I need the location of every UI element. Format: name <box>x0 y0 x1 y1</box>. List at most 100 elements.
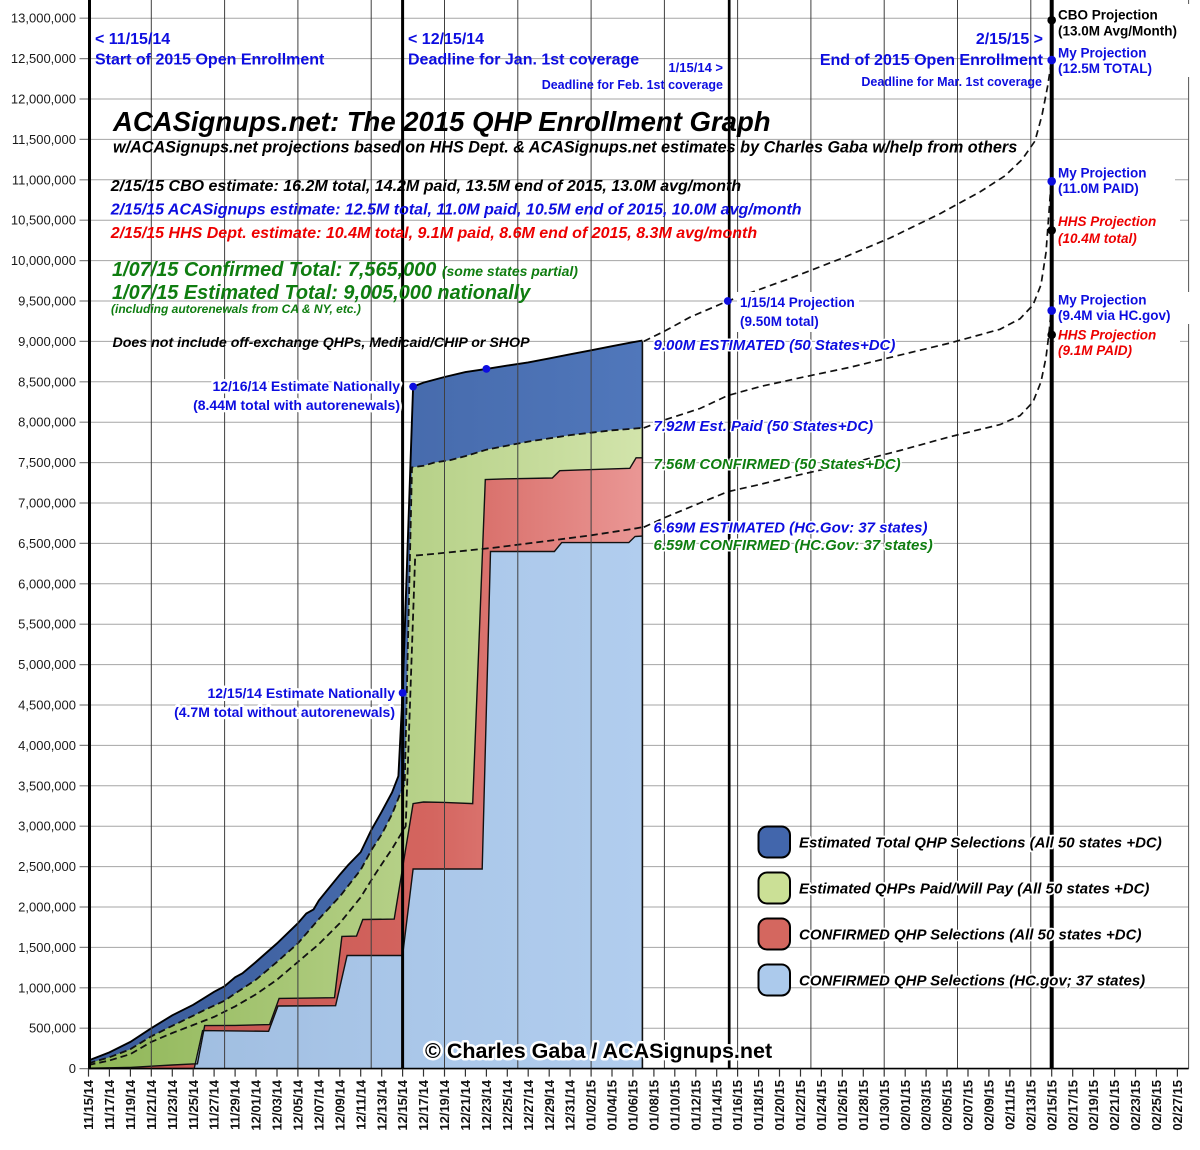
svg-text:12/11/14: 12/11/14 <box>353 1079 368 1130</box>
svg-text:01/16/15: 01/16/15 <box>730 1080 745 1131</box>
svg-text:1/07/15 Confirmed Total: 7,565: 1/07/15 Confirmed Total: 7,565,000 (some… <box>112 259 578 281</box>
svg-text:End of 2015 Open Enrollment: End of 2015 Open Enrollment <box>820 52 1044 69</box>
svg-text:500,000: 500,000 <box>29 1021 76 1036</box>
svg-text:02/15/15: 02/15/15 <box>1044 1080 1059 1131</box>
svg-text:2,500,000: 2,500,000 <box>18 859 76 874</box>
svg-text:12/01/14: 12/01/14 <box>249 1079 264 1130</box>
svg-text:01/06/15: 01/06/15 <box>626 1080 641 1131</box>
svg-text:12/15/14 Estimate Nationally: 12/15/14 Estimate Nationally <box>207 685 395 701</box>
svg-text:01/26/15: 01/26/15 <box>835 1080 850 1131</box>
svg-text:02/27/15: 02/27/15 <box>1170 1080 1185 1131</box>
svg-text:< 11/15/14: < 11/15/14 <box>95 31 170 48</box>
svg-text:02/13/15: 02/13/15 <box>1023 1080 1038 1131</box>
svg-text:2/15/15 >: 2/15/15 > <box>976 31 1043 48</box>
svg-text:01/02/15: 01/02/15 <box>584 1080 599 1131</box>
svg-text:8,500,000: 8,500,000 <box>18 374 76 389</box>
svg-text:(4.7M total without autorenewa: (4.7M total without autorenewals) <box>174 704 395 720</box>
svg-text:8,000,000: 8,000,000 <box>18 415 76 430</box>
svg-text:HHS Projection: HHS Projection <box>1058 214 1156 229</box>
svg-text:11/21/14: 11/21/14 <box>144 1079 159 1130</box>
svg-text:01/18/15: 01/18/15 <box>751 1080 766 1131</box>
svg-text:12/15/14: 12/15/14 <box>395 1079 410 1130</box>
svg-text:02/21/15: 02/21/15 <box>1107 1080 1122 1131</box>
svg-text:HHS Projection: HHS Projection <box>1058 328 1156 343</box>
svg-text:2/15/15 HHS Dept. estimate: 10: 2/15/15 HHS Dept. estimate: 10.4M total,… <box>110 225 758 242</box>
svg-text:1/15/14 Projection: 1/15/14 Projection <box>740 295 855 310</box>
svg-text:02/11/15: 02/11/15 <box>1003 1080 1018 1130</box>
svg-text:1,000,000: 1,000,000 <box>18 980 76 995</box>
svg-text:3,000,000: 3,000,000 <box>18 819 76 834</box>
svg-text:11/17/14: 11/17/14 <box>102 1079 117 1130</box>
svg-text:Deadline for Jan. 1st coverage: Deadline for Jan. 1st coverage <box>408 52 639 69</box>
svg-text:Does not include off-exchange: Does not include off-exchange QHPs, Medi… <box>113 335 531 351</box>
svg-text:7.92M Est. Paid (50 States+DC): 7.92M Est. Paid (50 States+DC) <box>654 418 874 435</box>
svg-text:(12.5M TOTAL): (12.5M TOTAL) <box>1058 61 1152 76</box>
svg-text:12/16/14 Estimate Nationally: 12/16/14 Estimate Nationally <box>212 378 400 394</box>
svg-text:12/29/14: 12/29/14 <box>542 1079 557 1130</box>
svg-text:0: 0 <box>69 1061 76 1076</box>
svg-text:6.59M CONFIRMED (HC.Gov: 37 st: 6.59M CONFIRMED (HC.Gov: 37 states) <box>654 537 933 554</box>
svg-text:02/17/15: 02/17/15 <box>1065 1080 1080 1131</box>
svg-text:(9.1M PAID): (9.1M PAID) <box>1058 343 1133 358</box>
svg-text:11/27/14: 11/27/14 <box>207 1079 222 1130</box>
svg-text:6.69M ESTIMATED (HC.Gov: 37 st: 6.69M ESTIMATED (HC.Gov: 37 states) <box>654 520 928 537</box>
svg-text:12/25/14: 12/25/14 <box>500 1079 515 1130</box>
svg-text:9,000,000: 9,000,000 <box>18 334 76 349</box>
svg-text:6,500,000: 6,500,000 <box>18 536 76 551</box>
svg-text:© Charles Gaba / ACASignups.ne: © Charles Gaba / ACASignups.net <box>425 1039 772 1063</box>
svg-text:Deadline for Mar. 1st coverage: Deadline for Mar. 1st coverage <box>861 75 1042 89</box>
svg-text:01/30/15: 01/30/15 <box>877 1080 892 1131</box>
svg-text:Deadline for Feb. 1st coverage: Deadline for Feb. 1st coverage <box>542 78 723 92</box>
svg-text:01/08/15: 01/08/15 <box>647 1080 662 1131</box>
svg-text:7,000,000: 7,000,000 <box>18 496 76 511</box>
svg-text:2,000,000: 2,000,000 <box>18 900 76 915</box>
svg-text:CONFIRMED QHP Selections (HC.g: CONFIRMED QHP Selections (HC.gov; 37 sta… <box>799 973 1145 990</box>
svg-text:9.00M ESTIMATED (50 States+DC): 9.00M ESTIMATED (50 States+DC) <box>654 337 896 354</box>
svg-text:(11.0M PAID): (11.0M PAID) <box>1058 181 1139 196</box>
svg-text:4,500,000: 4,500,000 <box>18 698 76 713</box>
svg-text:02/19/15: 02/19/15 <box>1086 1080 1101 1131</box>
svg-text:12,500,000: 12,500,000 <box>11 51 76 66</box>
svg-text:CBO Projection: CBO Projection <box>1058 8 1158 23</box>
svg-text:01/10/15: 01/10/15 <box>667 1080 682 1131</box>
svg-text:01/04/15: 01/04/15 <box>605 1080 620 1131</box>
svg-text:(9.50M total): (9.50M total) <box>740 314 819 329</box>
svg-text:My Projection: My Projection <box>1058 293 1147 308</box>
svg-text:12/27/14: 12/27/14 <box>521 1079 536 1130</box>
svg-text:12/17/14: 12/17/14 <box>416 1079 431 1130</box>
svg-text:w/ACASignups.net projections b: w/ACASignups.net projections based on HH… <box>113 139 1017 157</box>
svg-text:12/05/14: 12/05/14 <box>291 1079 306 1130</box>
svg-text:Start of 2015 Open Enrollment: Start of 2015 Open Enrollment <box>95 52 325 69</box>
svg-text:01/22/15: 01/22/15 <box>793 1080 808 1131</box>
svg-text:12/21/14: 12/21/14 <box>458 1079 473 1130</box>
svg-text:10,000,000: 10,000,000 <box>11 253 76 268</box>
svg-text:10,500,000: 10,500,000 <box>11 213 76 228</box>
svg-text:7.56M CONFIRMED (50 States+DC): 7.56M CONFIRMED (50 States+DC) <box>654 456 901 473</box>
svg-text:5,500,000: 5,500,000 <box>18 617 76 632</box>
svg-text:11/19/14: 11/19/14 <box>123 1079 138 1130</box>
svg-text:(9.4M via HC.gov): (9.4M via HC.gov) <box>1058 308 1171 323</box>
svg-text:12,000,000: 12,000,000 <box>11 92 76 107</box>
svg-text:02/25/15: 02/25/15 <box>1149 1080 1164 1131</box>
svg-text:< 12/15/14: < 12/15/14 <box>408 31 484 48</box>
svg-text:02/05/15: 02/05/15 <box>940 1080 955 1131</box>
svg-text:Estimated QHPs Paid/Will Pay (: Estimated QHPs Paid/Will Pay (All 50 sta… <box>799 881 1149 898</box>
svg-text:01/14/15: 01/14/15 <box>709 1080 724 1131</box>
svg-text:1/15/14 >: 1/15/14 > <box>668 60 723 75</box>
svg-text:3,500,000: 3,500,000 <box>18 778 76 793</box>
svg-text:My Projection: My Projection <box>1058 46 1147 61</box>
svg-text:12/09/14: 12/09/14 <box>332 1079 347 1130</box>
svg-text:2/15/15 CBO estimate: 16.2M to: 2/15/15 CBO estimate: 16.2M total, 14.2M… <box>110 178 742 195</box>
svg-text:13,000,000: 13,000,000 <box>11 11 76 26</box>
svg-text:02/23/15: 02/23/15 <box>1128 1080 1143 1131</box>
svg-text:11/29/14: 11/29/14 <box>228 1079 243 1130</box>
svg-text:(8.44M total with autorenewals: (8.44M total with autorenewals) <box>193 397 400 413</box>
svg-text:My Projection: My Projection <box>1058 166 1147 181</box>
svg-text:5,000,000: 5,000,000 <box>18 657 76 672</box>
svg-text:4,000,000: 4,000,000 <box>18 738 76 753</box>
svg-text:(including autorenewals from C: (including autorenewals from CA & NY, et… <box>111 302 361 316</box>
svg-text:01/24/15: 01/24/15 <box>814 1080 829 1131</box>
svg-text:12/19/14: 12/19/14 <box>437 1079 452 1130</box>
svg-text:11,000,000: 11,000,000 <box>12 172 76 187</box>
svg-text:12/13/14: 12/13/14 <box>374 1079 389 1130</box>
